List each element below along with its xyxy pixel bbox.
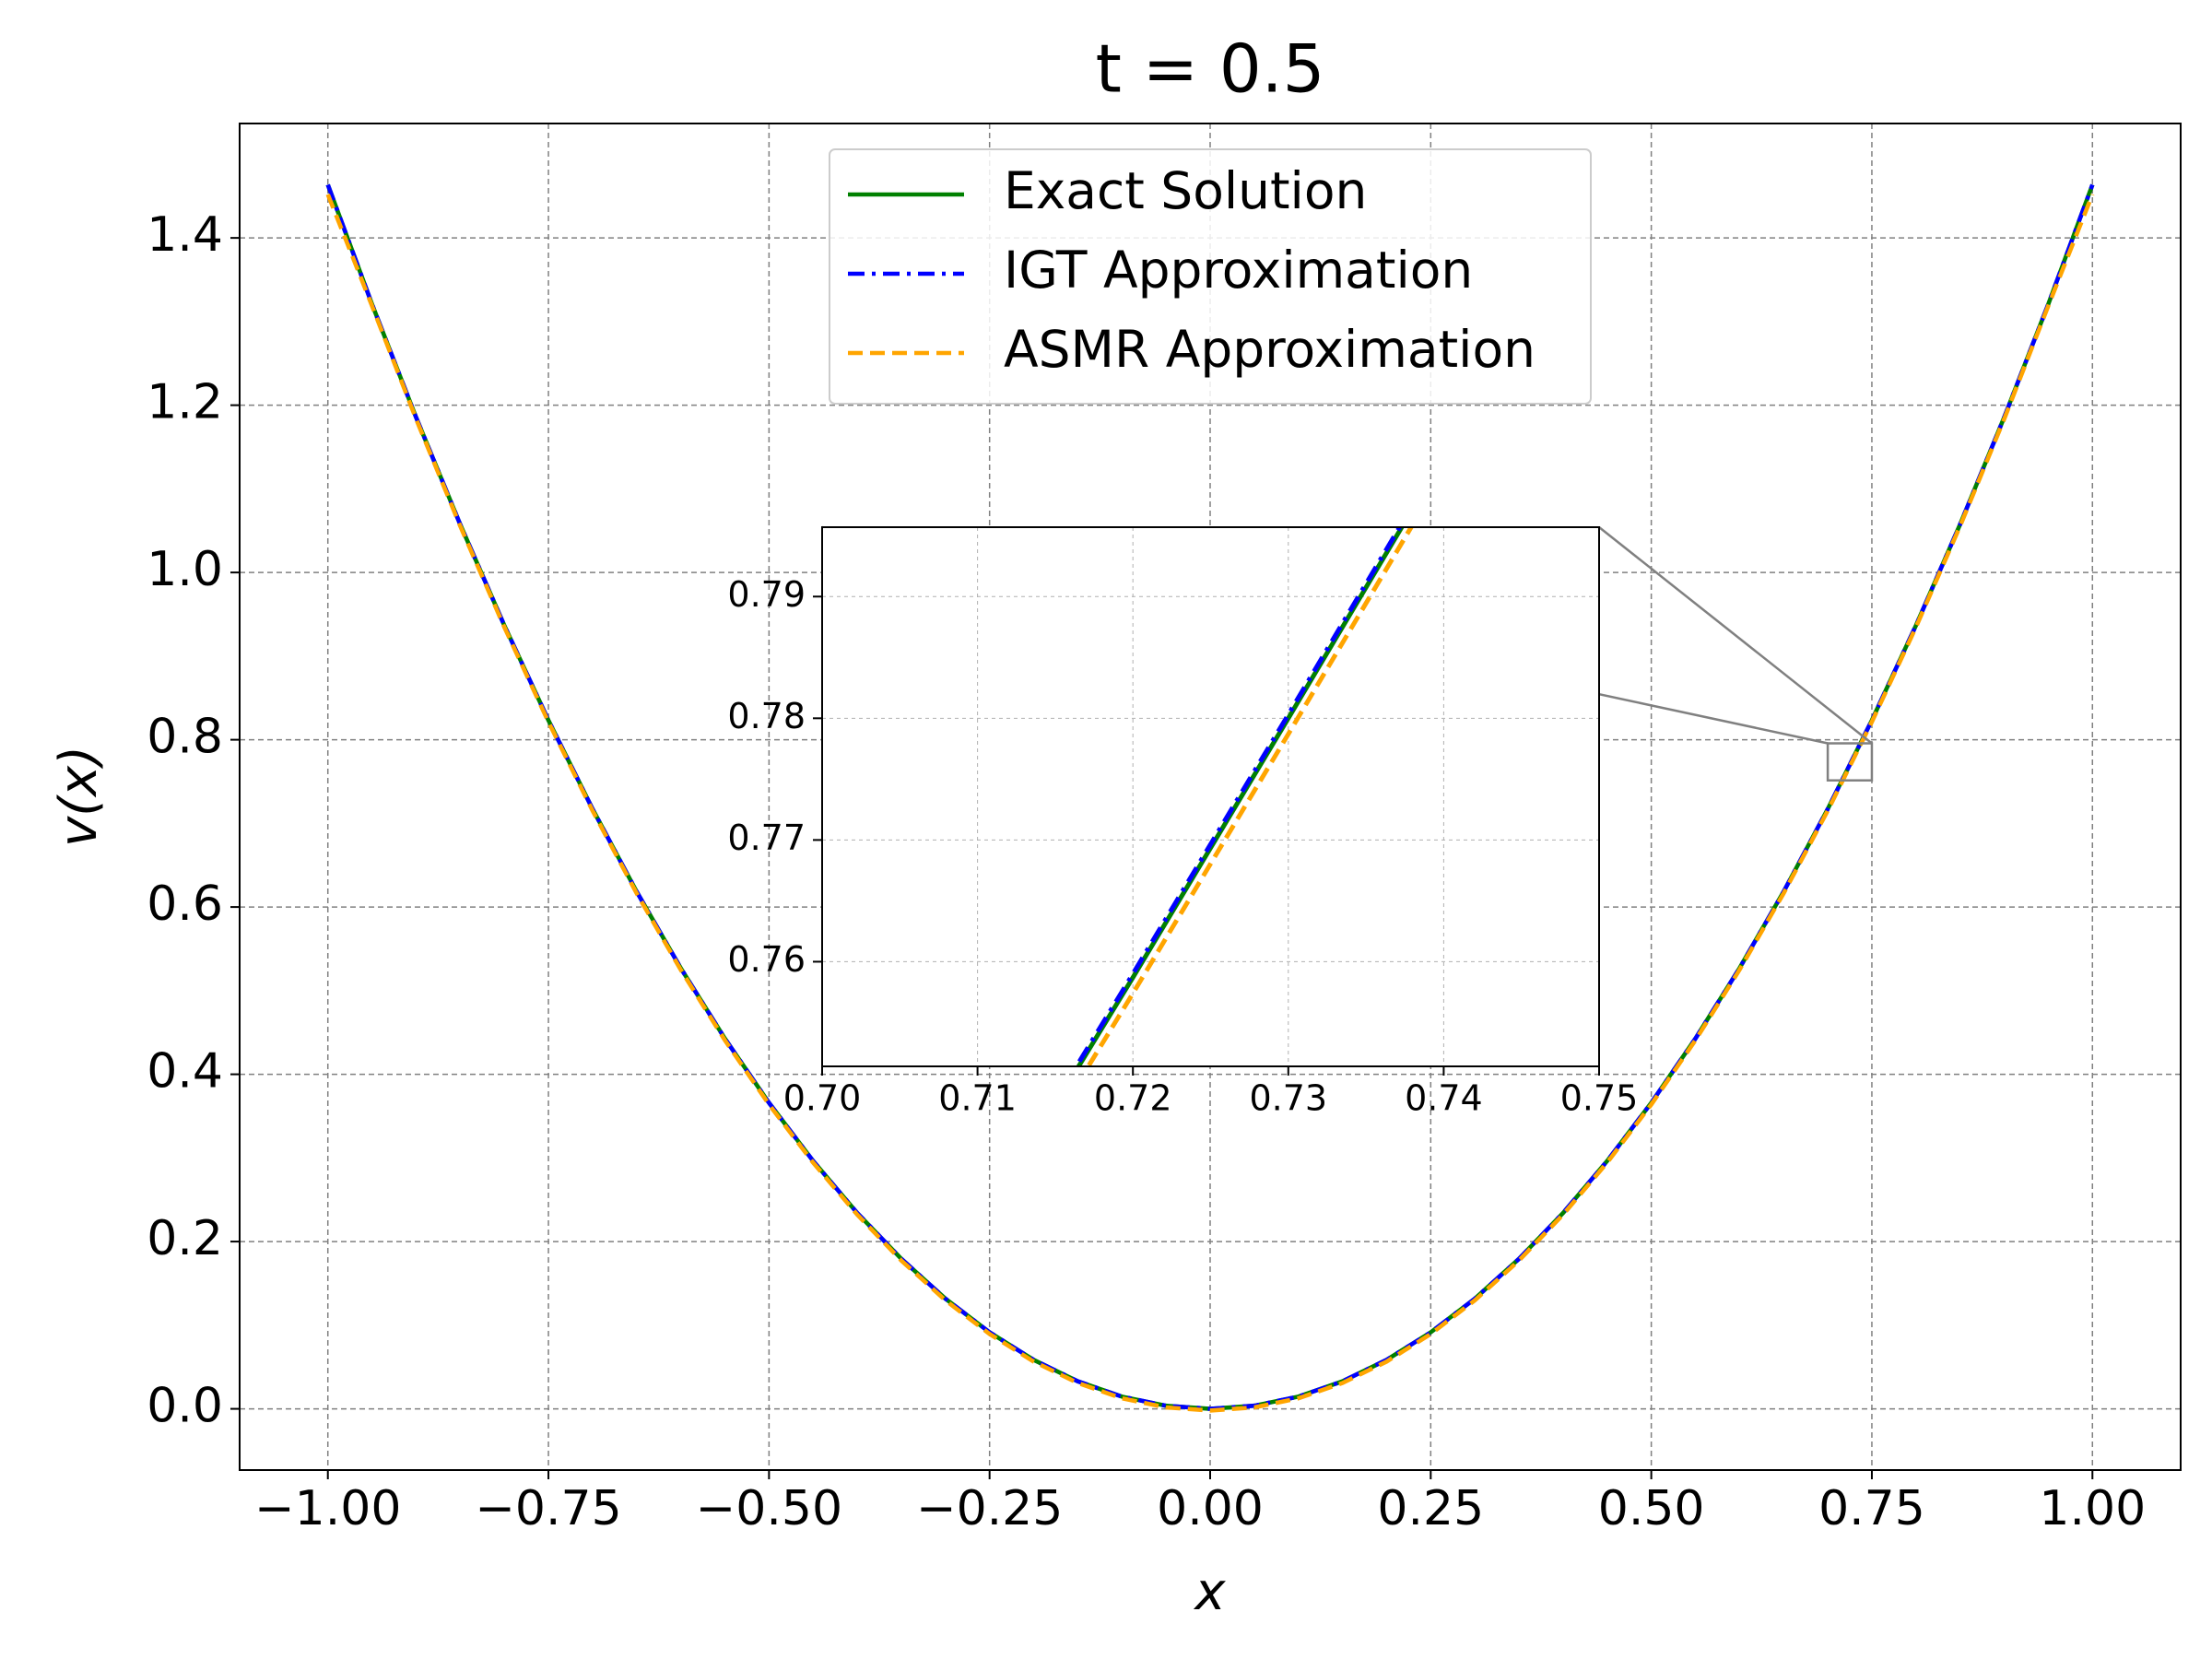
series-line: [325, 194, 2095, 1413]
y-tick-label: 1.0: [147, 542, 223, 597]
x-axis-label: x: [1193, 1562, 1226, 1622]
x-tick-label: 0.75: [1560, 1077, 1639, 1118]
legend-label: IGT Approximation: [1004, 241, 1473, 300]
chart-title: t = 0.5: [1096, 30, 1325, 108]
y-tick-label: 0.79: [727, 574, 806, 615]
x-tick-label: −1.00: [254, 1481, 401, 1536]
x-tick-label: 1.00: [2039, 1481, 2146, 1536]
y-tick-label: 1.2: [147, 375, 223, 430]
y-tick-label: 0.2: [147, 1211, 223, 1266]
y-tick-label: 0.77: [727, 818, 806, 858]
legend-label: Exact Solution: [1004, 161, 1367, 220]
x-tick-label: −0.75: [475, 1481, 621, 1536]
axes-frame: [239, 123, 2182, 1471]
y-tick-label: 0.76: [727, 939, 806, 980]
x-tick-label: 0.73: [1249, 1077, 1327, 1118]
y-axis-label: v(x): [49, 746, 109, 847]
x-tick-label: 0.75: [1818, 1481, 1925, 1536]
legend-box: [829, 148, 1592, 405]
x-tick-label: 0.50: [1598, 1481, 1705, 1536]
series-line: [1085, 527, 1415, 1066]
x-tick-label: 0.00: [1157, 1481, 1264, 1536]
x-tick-label: 0.74: [1405, 1077, 1483, 1118]
x-tick-label: −0.25: [916, 1481, 1063, 1536]
zoom-connector: [1598, 526, 1873, 745]
y-tick-label: 1.4: [147, 207, 223, 263]
series-line: [1073, 527, 1403, 1066]
y-tick-label: 0.78: [727, 696, 806, 736]
y-tick-label: 0.0: [147, 1379, 223, 1434]
plot-area: [822, 527, 1599, 1066]
x-tick-label: 0.70: [783, 1077, 862, 1118]
x-tick-label: 0.25: [1377, 1481, 1484, 1536]
x-tick-label: 0.72: [1094, 1077, 1172, 1118]
legend-label: ASMR Approximation: [1004, 320, 1535, 379]
y-tick-label: 0.4: [147, 1044, 223, 1100]
axes-frame: [821, 526, 1600, 1067]
plot-lines: [325, 183, 2095, 1413]
y-tick-label: 0.6: [147, 877, 223, 932]
plot-lines: [1073, 527, 1415, 1066]
y-tick-label: 0.8: [147, 710, 223, 765]
x-tick-label: −0.50: [696, 1481, 842, 1536]
x-tick-label: 0.71: [938, 1077, 1017, 1118]
zoom-region: [1826, 742, 1874, 782]
